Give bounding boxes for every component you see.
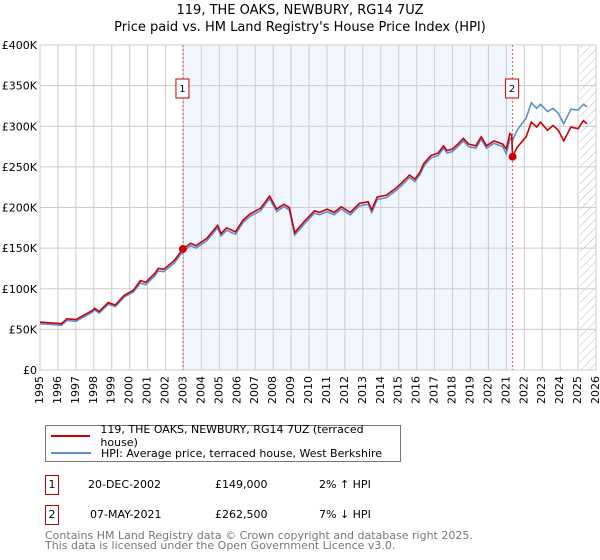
y-tick-label: £150K (2, 242, 38, 255)
sale-marker-box (505, 78, 520, 99)
property-price-line (39, 119, 588, 325)
x-tick-label: 2021 (499, 376, 512, 404)
y-tick-label: £100K (2, 283, 38, 296)
x-tick-label: 2000 (123, 376, 136, 404)
sale-price: £262,500 (215, 508, 268, 521)
y-tick-label: £0 (23, 364, 37, 377)
y-tick-label: £300K (2, 120, 38, 133)
x-tick-label: 1995 (33, 376, 46, 404)
legend-item-property: 119, THE OAKS, NEWBURY, RG14 7UZ (terrac… (51, 423, 400, 449)
x-tick-label: 2004 (194, 376, 207, 404)
chart-title: 119, THE OAKS, NEWBURY, RG14 7UZ (176, 3, 424, 18)
x-tick-label: 2006 (230, 376, 243, 404)
x-tick-label: 2015 (392, 376, 405, 404)
x-tick-label: 2017 (428, 376, 441, 404)
sale-date: 07-MAY-2021 (90, 508, 162, 521)
x-tick-label: 2014 (374, 376, 387, 404)
legend-item-hpi: HPI: Average price, terraced house, West… (51, 446, 382, 460)
x-tick-label: 1999 (105, 376, 118, 404)
x-tick-label: 2003 (176, 376, 189, 404)
sale-marker-badge: 1 (45, 475, 59, 495)
footer-copyright: Contains HM Land Registry data © Crown c… (45, 529, 473, 542)
legend-label: 119, THE OAKS, NEWBURY, RG14 7UZ (terrac… (100, 423, 364, 449)
x-tick-label: 2007 (248, 376, 261, 404)
sale-marker-box (175, 78, 190, 99)
y-tick-label: £400K (2, 39, 38, 52)
sale-point (508, 152, 517, 161)
x-tick-label: 2023 (535, 376, 548, 404)
sale-point (178, 244, 187, 253)
sale-price: £149,000 (215, 478, 268, 491)
sale-hpi-diff: 7% ↓ HPI (319, 508, 371, 521)
y-tick-label: £200K (2, 202, 38, 215)
chart-subtitle: Price paid vs. HM Land Registry's House … (114, 20, 486, 35)
x-tick-label: 2019 (463, 376, 476, 404)
x-tick-label: 2013 (356, 376, 369, 404)
x-tick-label: 2024 (553, 376, 566, 404)
x-tick-label: 2010 (302, 376, 315, 404)
x-tick-label: 2005 (212, 376, 225, 404)
y-tick-label: £350K (2, 80, 38, 93)
x-tick-label: 2009 (284, 376, 297, 404)
x-tick-label: 2026 (589, 376, 600, 404)
legend-swatch-blue (51, 452, 91, 454)
sale-marker-badge: 2 (45, 505, 59, 525)
x-tick-label: 2012 (338, 376, 351, 404)
legend-swatch-red (51, 435, 91, 437)
plot-frame (39, 44, 597, 371)
x-tick-label: 2018 (446, 376, 459, 404)
sale-row: 2 07-MAY-2021 £262,500 7% ↓ HPI (45, 505, 545, 525)
legend-label: HPI: Average price, terraced house, West… (101, 446, 383, 460)
sale-date: 20-DEC-2002 (88, 478, 162, 491)
x-tick-label: 2008 (266, 376, 279, 404)
x-tick-label: 2002 (159, 376, 172, 404)
x-tick-label: 2016 (410, 376, 423, 404)
price-chart: 1995 1996 1997 1998 1999 2000 2001 2002 2003 2004… (2, 39, 600, 404)
x-tick-label: 1996 (51, 376, 64, 404)
sale-marker-label: 1 (179, 84, 185, 95)
legend: 119, THE OAKS, NEWBURY, RG14 7UZ (terrac… (45, 423, 401, 462)
sale-marker-label: 2 (509, 84, 515, 95)
x-tick-label: 2020 (481, 376, 494, 404)
x-tick-label: 2011 (320, 376, 333, 404)
sale-row: 1 20-DEC-2002 £149,000 2% ↑ HPI (45, 475, 545, 495)
footer-licence: This data is licensed under the Open Gov… (45, 539, 396, 552)
x-tick-label: 2001 (141, 376, 154, 404)
sale-hpi-diff: 2% ↑ HPI (319, 478, 371, 491)
y-tick-label: £50K (9, 323, 38, 336)
x-tick-label: 1997 (69, 376, 82, 404)
y-tick-label: £250K (2, 161, 38, 174)
x-tick-label: 2022 (517, 376, 530, 404)
x-tick-label: 1998 (87, 376, 100, 404)
x-tick-label: 2025 (571, 376, 584, 404)
